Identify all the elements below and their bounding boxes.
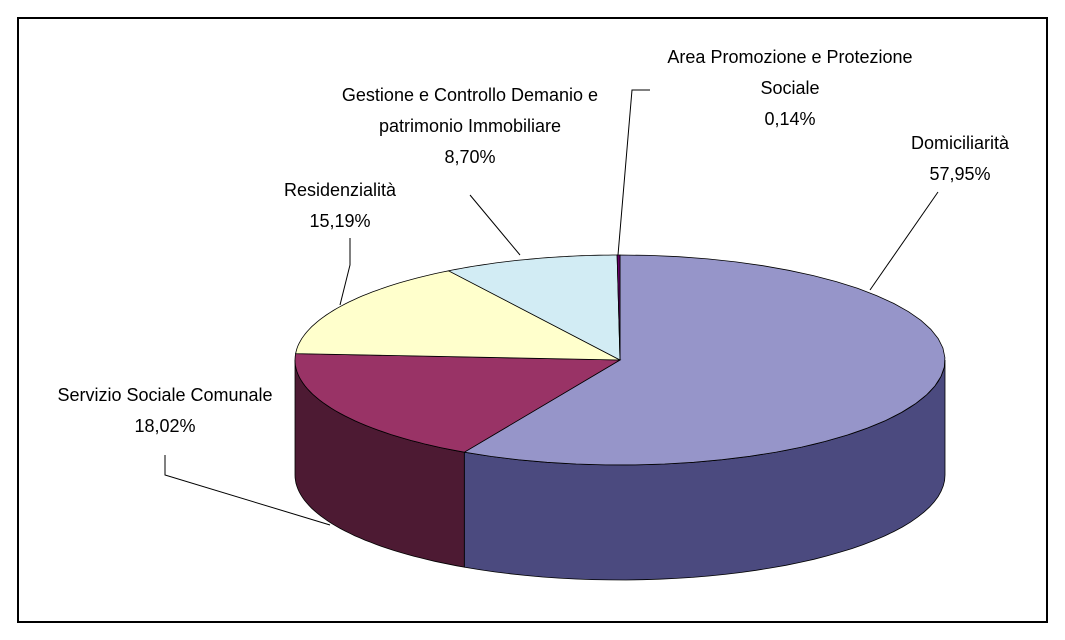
value-label: 15,19% [309, 211, 371, 231]
leader-line [869, 191, 939, 291]
leader-line [164, 455, 331, 526]
slice [463, 254, 946, 466]
data-label: Servizio Sociale Comunale 18,02% [35, 380, 295, 442]
category-name: Residenzialità [283, 180, 397, 200]
slice [447, 254, 621, 361]
leader-line [617, 89, 650, 256]
value-label: 57,95% [929, 164, 991, 184]
slice [294, 353, 622, 453]
data-label: Residenzialità 15,19% [240, 175, 440, 237]
leader-line [469, 194, 521, 256]
value-label: 0,14% [764, 109, 816, 129]
category-name: Domiciliarità [910, 133, 1009, 153]
slice [295, 270, 621, 361]
value-label: 8,70% [444, 147, 496, 167]
category-name: Gestione e Controllo Demanio e patrimoni… [341, 85, 599, 136]
slice [616, 254, 621, 361]
value-label: 18,02% [134, 416, 196, 436]
data-label: Gestione e Controllo Demanio e patrimoni… [333, 80, 608, 173]
data-label: Area Promozione e Protezione Sociale 0,14… [653, 42, 928, 135]
category-name: Area Promozione e Protezione Sociale [667, 47, 913, 98]
category-name: Servizio Sociale Comunale [57, 385, 273, 405]
leader-line [339, 238, 351, 306]
data-label: Domiciliarità 57,95% [860, 128, 1060, 190]
